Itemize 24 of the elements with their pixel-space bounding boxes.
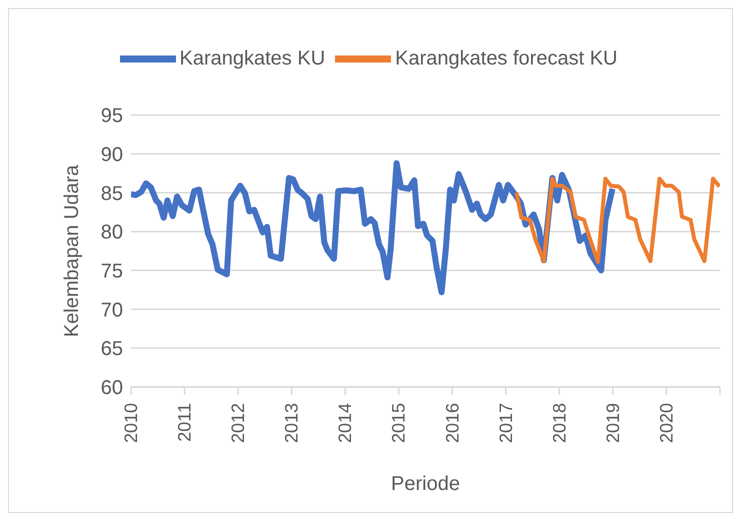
- legend-label: Karangkates forecast KU: [395, 47, 618, 70]
- x-tick-label: 2011: [174, 403, 195, 442]
- y-tick-label: 80: [100, 222, 123, 244]
- line-series: [514, 176, 720, 264]
- x-tick-label: 2014: [335, 403, 356, 444]
- y-axis-title: Kelembapan Udara: [61, 164, 84, 338]
- y-tick-label: 65: [100, 338, 123, 360]
- y-tick-label: 75: [100, 260, 123, 283]
- y-tick-label: 85: [100, 182, 123, 205]
- x-tick-label: 2012: [228, 403, 248, 444]
- x-tick-label: 2018: [549, 403, 570, 444]
- x-axis-title: Periode: [391, 473, 460, 495]
- x-tick-label: 2013: [282, 403, 302, 444]
- y-tick-label: 90: [100, 144, 123, 166]
- y-tick-label: 70: [100, 299, 123, 322]
- x-tick-label: 2016: [442, 403, 462, 444]
- x-tick-label: 2015: [388, 403, 409, 444]
- x-tick-label: 2019: [602, 403, 623, 444]
- x-tick-label: 2020: [656, 403, 676, 444]
- y-tick-label: 95: [100, 105, 123, 128]
- x-tick-label: 2010: [121, 403, 141, 444]
- y-tick-label: 60: [100, 377, 123, 400]
- x-tick-label: 2017: [496, 403, 516, 444]
- legend-label: Karangkates KU: [180, 47, 326, 70]
